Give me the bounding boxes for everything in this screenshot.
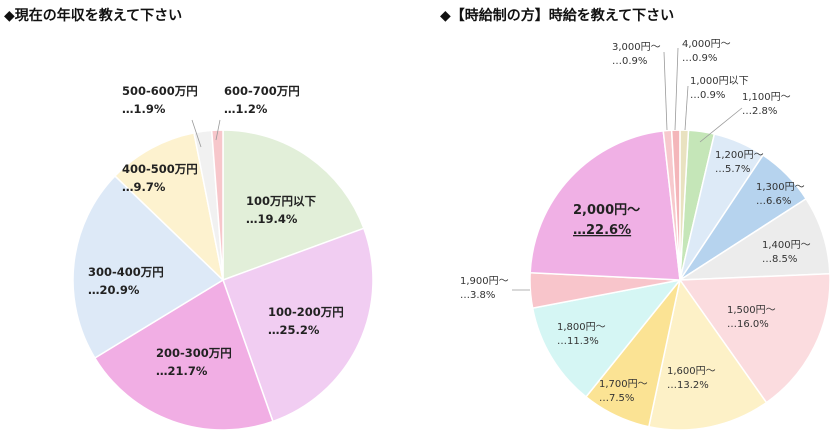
leader-line-500-600 bbox=[191, 119, 202, 148]
slice-name-label: 1,100円～ bbox=[742, 92, 791, 103]
pie-slice-600-700 bbox=[210, 129, 224, 281]
slice-name-label: 500-600万円 bbox=[122, 84, 198, 98]
slice-name-label: 2,000円～ bbox=[573, 203, 640, 218]
slice-name-label: 200-300万円 bbox=[156, 346, 232, 360]
slice-value-label: …21.7% bbox=[156, 364, 208, 378]
slice-value-label: …8.5% bbox=[762, 254, 797, 265]
slice-name-label: 1,000円以下 bbox=[690, 76, 749, 87]
slice-value-label: …13.2% bbox=[667, 380, 709, 391]
pie-slice-1-800 bbox=[531, 278, 682, 398]
slice-value-label: …2.8% bbox=[742, 106, 777, 117]
slice-name-label: 1,400円～ bbox=[762, 240, 811, 251]
leader-line-4-000 bbox=[674, 47, 679, 131]
leader-lines bbox=[191, 119, 221, 148]
pie-slice-300-400 bbox=[72, 174, 225, 360]
slice-name-label: 400-500万円 bbox=[122, 162, 198, 176]
slice-name-label: 3,000円～ bbox=[612, 42, 661, 53]
pie-slice-100-200 bbox=[222, 227, 374, 423]
leader-lines bbox=[512, 47, 743, 291]
slice-value-label: …5.7% bbox=[715, 164, 750, 175]
slice-name-label: 100-200万円 bbox=[268, 305, 344, 319]
leader-line-3-000 bbox=[663, 51, 668, 131]
slice-name-label: 100万円以下 bbox=[246, 194, 317, 208]
slice-value-label: …19.4% bbox=[246, 212, 298, 226]
leader-line-1-100 bbox=[699, 107, 743, 143]
slice-value-label: …1.9% bbox=[122, 102, 166, 116]
pie-slice-1-600 bbox=[647, 278, 768, 431]
leader-line-1-000 bbox=[684, 85, 689, 131]
slice-value-label: …25.2% bbox=[268, 323, 320, 337]
slice-value-label: …0.9% bbox=[612, 56, 647, 67]
slice-value-label: …16.0% bbox=[727, 319, 769, 330]
slice-name-label: 1,800円～ bbox=[557, 322, 606, 333]
leader-line-600-700 bbox=[215, 119, 221, 141]
slice-value-label: …11.3% bbox=[557, 336, 599, 347]
slice-name-label: 4,000円～ bbox=[682, 39, 731, 50]
slice-value-label: …0.9% bbox=[682, 53, 717, 64]
pie-slice-400-500 bbox=[113, 131, 225, 283]
pie-slice-100 bbox=[222, 129, 365, 282]
pie-slice-2-000 bbox=[529, 130, 681, 281]
slice-name-label: 1,300円～ bbox=[756, 182, 805, 193]
pie-hourly-wage: 1,100円～ …2.8% 1,200円～ …5.7% 1,300円～ …6.6% 1,40… bbox=[460, 39, 831, 431]
slice-value-label: …7.5% bbox=[599, 393, 634, 404]
slice-labels: 1,100円～ …2.8% 1,200円～ …5.7% 1,300円～ …6.6% 1,40… bbox=[460, 39, 811, 404]
slice-value-label: …20.9% bbox=[88, 283, 140, 297]
slice-name-label: 1,200円～ bbox=[715, 150, 764, 161]
chart-title-annual-income: ◆現在の年収を教えて下さい bbox=[4, 7, 182, 24]
pie-slice-1-000 bbox=[679, 129, 690, 281]
slice-name-label: 1,700円～ bbox=[599, 379, 648, 390]
pie-slices bbox=[72, 129, 374, 431]
pie-annual-income: 100万円以下 …19.4% 100-200万円 …25.2% 200-300万円 …21… bbox=[72, 84, 374, 431]
slice-name-label: 300-400万円 bbox=[88, 265, 164, 279]
pie-slices bbox=[529, 129, 831, 431]
slice-name-label: 1,500円～ bbox=[727, 305, 776, 316]
slice-value-label: …1.2% bbox=[224, 102, 268, 116]
slice-name-label: 1,600円～ bbox=[667, 366, 716, 377]
pie-slice-200-300 bbox=[93, 278, 274, 431]
slice-name-label: 600-700万円 bbox=[224, 84, 300, 98]
slice-value-label: …3.8% bbox=[460, 290, 495, 301]
slice-value-label: …22.6% bbox=[573, 223, 631, 238]
slice-value-label: …9.7% bbox=[122, 180, 166, 194]
slice-value-label: …0.9% bbox=[690, 90, 725, 101]
slice-labels: 100万円以下 …19.4% 100-200万円 …25.2% 200-300万円 …21… bbox=[88, 84, 344, 378]
pie-slice-1-500 bbox=[678, 272, 831, 404]
slice-name-label: 1,900円～ bbox=[460, 276, 509, 287]
chart-title-hourly-wage: ◆【時給制の方】時給を教えて下さい bbox=[440, 7, 674, 24]
slice-value-label: …6.6% bbox=[756, 196, 791, 207]
